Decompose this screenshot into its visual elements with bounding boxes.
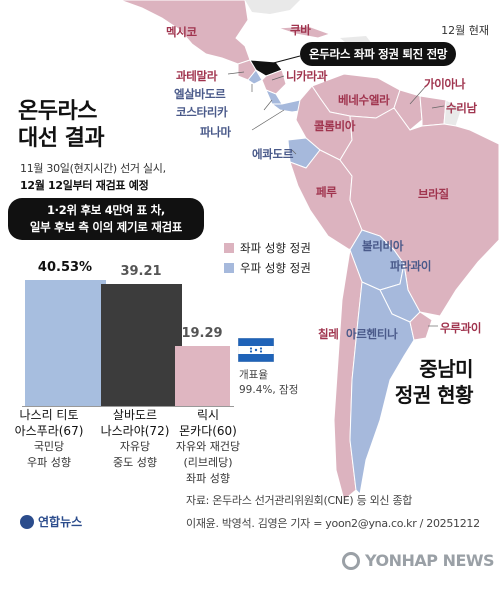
label-el-salvador: 엘살바도르 [174,87,226,101]
watermark-text: YONHAP NEWS [365,551,495,570]
candidate-3-name2: 몬카다(60) [179,424,237,438]
label-costa-rica: 코스타리카 [176,105,228,119]
country-uruguay [409,311,433,341]
headline-line1: 1·2위 후보 4만여 표 차, [46,203,166,217]
bar-candidate-3 [175,345,230,406]
label-mexico: 멕시코 [166,25,197,39]
label-ecuador: 에콰도르 [252,147,294,161]
label-peru: 페루 [316,185,337,199]
legend-swatch-right [224,263,234,273]
label-leader-nicaragua [271,75,285,81]
turnout-line1: 개표율 [239,369,268,381]
title-line1: 온두라스 [18,99,97,124]
country-mexico [119,0,251,65]
bar-candidate-2 [101,284,182,406]
candidate-3-lean: 좌파 성향 [186,472,230,485]
label-suriname: 수리남 [446,101,477,115]
honduras-flag-icon [238,338,274,362]
bar-candidate-1 [25,279,106,406]
label-leader-ecuador [291,149,297,155]
label-brazil: 브라질 [418,187,449,201]
legend-right: 우파 성향 정권 [224,258,311,278]
yonhap-logo-text: 연합뉴스 [38,515,83,529]
candidate-1-party: 국민당 [33,440,65,453]
label-leader-guyana [409,85,427,105]
label-paraguay: 파라과이 [390,259,432,273]
legend-left: 좌파 성향 정권 [224,238,311,258]
candidate-2-lean: 중도 성향 [113,456,157,469]
date-note: 12월 현재 [441,24,489,37]
label-leader-suriname [431,105,445,109]
region-title-line1: 중남미 [419,357,473,381]
label-guatemala: 과테말라 [176,69,218,83]
label-guyana: 가이아나 [424,77,466,91]
callout-honduras: 온두라스 좌파 정권 퇴진 전망 [300,42,457,66]
bar-value-label-1: 40.53% [37,259,93,275]
label-chile: 칠레 [318,327,339,341]
title-line2: 대선 결과 [18,126,105,151]
label-bolivia: 볼리비아 [362,239,404,253]
region-title-line2: 정권 현황 [394,383,474,407]
legend-label-right: 우파 성향 정권 [240,261,311,275]
label-leader-costa-rica [263,99,273,111]
candidate-1-lean: 우파 성향 [27,456,71,469]
candidate-3-party: 자유와 재건당 [175,440,241,453]
bar-value-label-2: 39.21 [120,264,162,279]
candidate-2-name1: 살바도르 [112,408,158,422]
callout-pointer [261,55,301,67]
turnout-note: 개표율 99.4%, 잠정 [239,368,298,398]
candidate-2-party: 자유당 [119,440,151,453]
legend: 좌파 성향 정권 우파 성향 정권 [224,238,311,278]
candidate-2-label: 살바도르 나스라야(72) 자유당 중도 성향 [90,407,180,471]
label-colombia: 콜롬비아 [314,119,356,133]
candidate-3-name1: 릭시 [196,408,220,422]
country-argentina [349,281,415,496]
source-note: 자료: 온두라스 선거관리위원회(CNE) 등 외신 종합 [186,494,413,507]
candidate-2-name2: 나스라야(72) [100,424,170,438]
headline-line2: 일부 후보 측 이의 제기로 재검표 [29,220,183,234]
subtitle-election-date: 11월 30일(현지시간) 선거 실시, [20,162,166,175]
label-venezuela: 베네수엘라 [338,93,390,107]
yonhap-logo-icon [20,514,34,529]
candidate-1-name1: 나스리 티토 [19,408,79,422]
main-title: 온두라스 대선 결과 [18,98,105,152]
chart-baseline [22,406,234,407]
label-panama: 파나마 [200,125,231,139]
watermark-icon [342,551,360,570]
legend-label-left: 좌파 성향 정권 [240,241,311,255]
bar-value-label-3: 19.29 [181,325,223,341]
label-nicaragua: 니카라과 [286,69,328,83]
candidate-3-label: 릭시 몬카다(60) 자유와 재건당 (리브레당) 좌파 성향 [163,407,253,487]
legend-swatch-left [224,243,234,253]
headline-box: 1·2위 후보 4만여 표 차, 일부 후보 측 이의 제기로 재검표 [8,198,204,240]
turnout-line2: 99.4%, 잠정 [239,384,299,396]
label-uruguay: 우루과이 [440,321,482,335]
label-leader-panama [251,109,285,131]
country-cuba [277,25,332,39]
yonhap-logo: 연합뉴스 [20,513,82,530]
candidate-1-name2: 아스푸라(67) [14,424,84,438]
candidate-3-party2: (리브레당) [183,456,233,469]
credit-note: 이재윤. 박영석. 김영은 기자 = yoon2@yna.co.kr / 202… [186,517,480,530]
candidate-1-label: 나스리 티토 아스푸라(67) 국민당 우파 성향 [4,407,94,471]
label-cuba: 쿠바 [290,23,311,37]
subtitle-recount-date: 12월 12일부터 재검표 예정 [20,179,149,192]
watermark: YONHAP NEWS [342,551,495,570]
region-title: 중남미 정권 현황 [394,356,474,408]
country-suriname [419,95,447,127]
country-brazil [339,107,499,317]
country-guyana [393,89,423,131]
country-usa-strip [245,0,300,14]
label-argentina: 아르헨티나 [346,327,398,341]
label-leader-guatemala [227,71,245,75]
